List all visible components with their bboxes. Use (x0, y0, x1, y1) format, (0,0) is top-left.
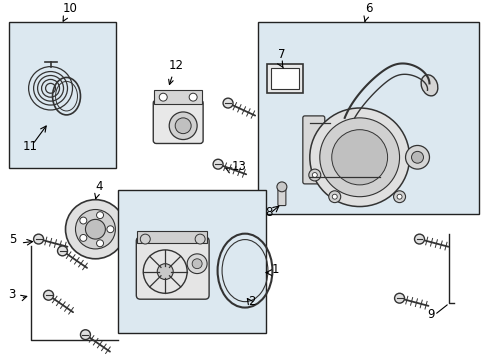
Circle shape (80, 234, 87, 241)
Ellipse shape (421, 75, 438, 96)
Circle shape (57, 246, 68, 256)
Circle shape (223, 98, 233, 108)
Circle shape (97, 240, 103, 247)
Bar (9, 22, 116, 168)
Circle shape (107, 226, 114, 233)
Text: 13: 13 (232, 160, 247, 173)
Circle shape (75, 210, 115, 249)
Circle shape (329, 191, 341, 203)
Circle shape (66, 200, 125, 259)
Circle shape (192, 259, 202, 269)
Circle shape (394, 293, 405, 303)
Circle shape (406, 145, 429, 169)
Bar (267, 64, 303, 93)
Text: 1: 1 (272, 262, 279, 276)
Bar (119, 190, 266, 333)
Text: 3: 3 (9, 288, 16, 301)
Circle shape (397, 194, 402, 199)
Text: 11: 11 (23, 140, 38, 153)
Text: 7: 7 (278, 48, 285, 61)
Bar (154, 90, 202, 104)
Circle shape (44, 290, 53, 300)
Circle shape (169, 112, 197, 140)
Circle shape (310, 108, 410, 207)
FancyBboxPatch shape (303, 116, 325, 184)
Circle shape (312, 172, 318, 177)
Circle shape (187, 254, 207, 274)
Bar (271, 68, 299, 89)
Circle shape (332, 130, 388, 185)
Circle shape (140, 234, 150, 244)
Circle shape (309, 169, 321, 181)
FancyBboxPatch shape (153, 100, 203, 144)
Circle shape (277, 182, 287, 192)
Text: 8: 8 (265, 206, 272, 219)
FancyBboxPatch shape (278, 186, 286, 206)
Text: 12: 12 (168, 59, 183, 85)
Bar (258, 22, 479, 215)
Circle shape (393, 191, 406, 203)
Circle shape (189, 93, 197, 101)
Circle shape (175, 118, 191, 134)
Text: 5: 5 (9, 233, 16, 246)
Circle shape (415, 234, 424, 244)
Circle shape (213, 159, 223, 169)
Bar (137, 231, 207, 243)
Text: 10: 10 (63, 3, 77, 21)
Text: 2: 2 (248, 295, 255, 308)
Circle shape (80, 330, 91, 339)
Text: 6: 6 (364, 3, 372, 21)
Circle shape (159, 93, 167, 101)
Text: 9: 9 (427, 308, 435, 321)
FancyBboxPatch shape (136, 237, 209, 299)
Circle shape (34, 234, 44, 244)
Circle shape (85, 219, 105, 239)
Circle shape (157, 264, 173, 279)
Circle shape (97, 212, 103, 219)
Circle shape (80, 217, 87, 224)
Circle shape (412, 151, 423, 163)
Text: 4: 4 (95, 180, 103, 199)
Circle shape (332, 194, 337, 199)
Circle shape (320, 118, 399, 197)
Circle shape (195, 234, 205, 244)
